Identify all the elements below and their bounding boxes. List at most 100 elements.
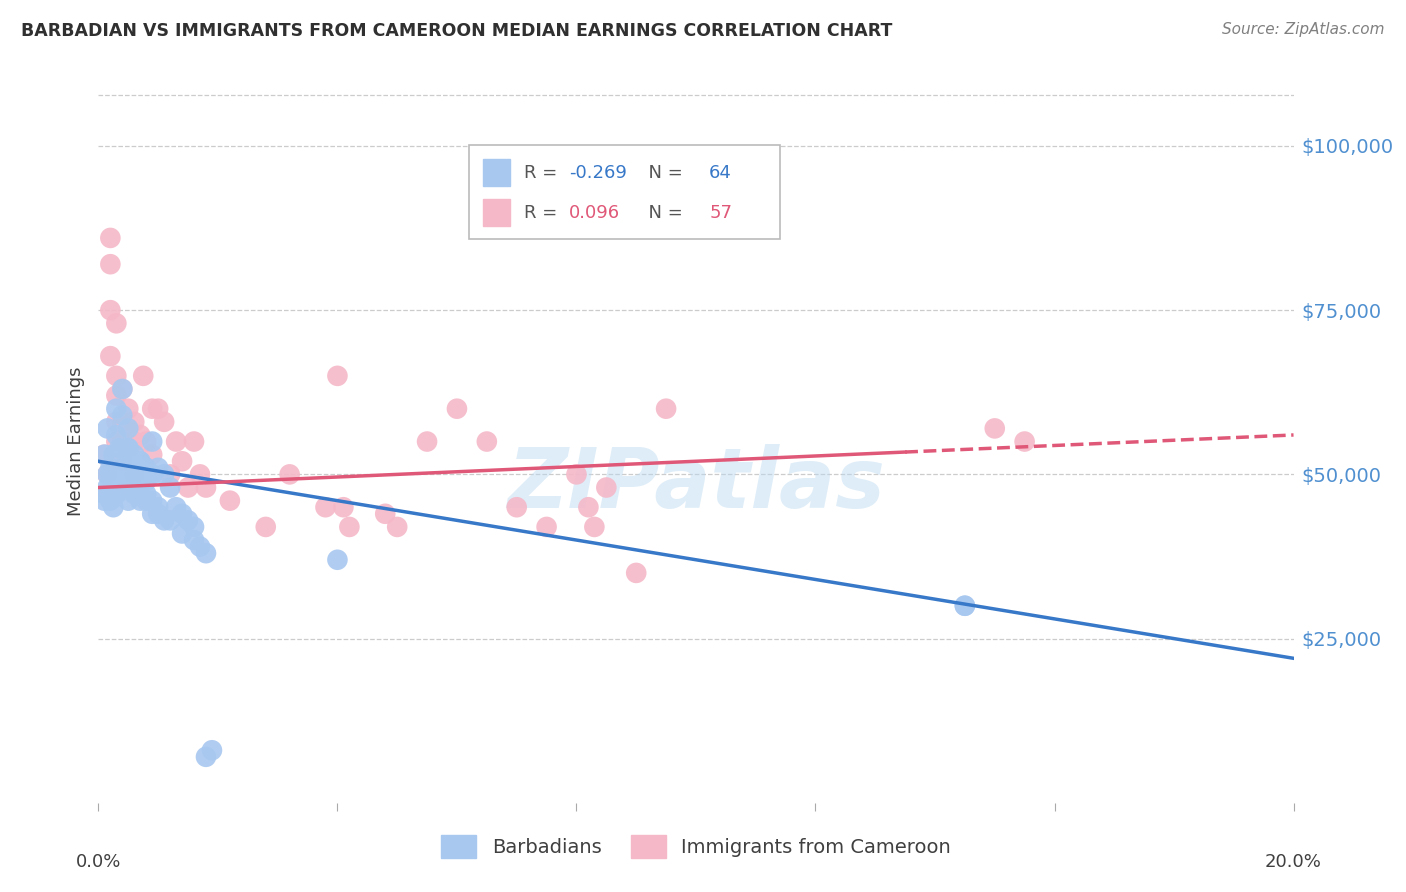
Point [117, 454, 139, 468]
Text: N =: N = [637, 203, 689, 221]
Point [135, 474, 157, 488]
Point [595, 481, 617, 495]
Text: 64: 64 [709, 164, 733, 182]
Point [219, 493, 242, 508]
Point [655, 401, 678, 416]
Point [326, 368, 349, 383]
Point [188, 540, 211, 554]
Point [124, 434, 146, 449]
Point [105, 401, 128, 416]
Point [98, 467, 122, 482]
Point [124, 460, 146, 475]
Point [536, 520, 558, 534]
Point [96, 467, 118, 482]
Point [953, 599, 976, 613]
Point [446, 401, 468, 416]
Point [105, 428, 128, 442]
Point [117, 421, 139, 435]
Point [93, 448, 115, 462]
Point [114, 481, 136, 495]
Point [578, 500, 600, 515]
Point [172, 526, 194, 541]
Point [117, 441, 139, 455]
Point [183, 533, 205, 547]
Point [117, 441, 139, 455]
Point [108, 441, 131, 455]
Text: ZIPatlas: ZIPatlas [508, 444, 884, 525]
Point [326, 553, 349, 567]
Point [254, 520, 277, 534]
Point [148, 401, 170, 416]
Point [172, 507, 194, 521]
Point [105, 316, 128, 330]
Point [117, 481, 139, 495]
Point [195, 481, 218, 495]
Point [165, 500, 187, 515]
Point [105, 415, 128, 429]
Point [103, 448, 125, 462]
Point [177, 481, 200, 495]
Point [315, 500, 337, 515]
Point [583, 520, 606, 534]
Point [111, 434, 134, 449]
Legend: Barbadians, Immigrants from Cameroon: Barbadians, Immigrants from Cameroon [433, 827, 959, 865]
Point [132, 368, 155, 383]
Point [141, 434, 163, 449]
Bar [484, 159, 509, 186]
Point [117, 441, 139, 455]
Point [165, 434, 187, 449]
Y-axis label: Median Earnings: Median Earnings [66, 367, 84, 516]
Point [135, 460, 157, 475]
Point [141, 507, 163, 521]
Point [416, 434, 439, 449]
Point [159, 481, 181, 495]
Point [98, 257, 122, 271]
Point [332, 500, 354, 515]
Point [114, 467, 136, 482]
Point [201, 743, 224, 757]
Point [1014, 434, 1036, 449]
Point [148, 500, 170, 515]
Point [98, 231, 122, 245]
Point [506, 500, 529, 515]
Point [129, 454, 152, 468]
Point [135, 487, 157, 501]
Point [111, 460, 134, 475]
Point [135, 493, 157, 508]
Point [129, 493, 152, 508]
Point [183, 520, 205, 534]
Text: 20.0%: 20.0% [1265, 854, 1322, 871]
Text: -0.269: -0.269 [569, 164, 627, 182]
Text: 0.0%: 0.0% [76, 854, 121, 871]
Point [135, 434, 157, 449]
Point [103, 467, 125, 482]
Text: R =: R = [524, 164, 562, 182]
Point [141, 401, 163, 416]
Point [339, 520, 361, 534]
Text: N =: N = [637, 164, 689, 182]
Point [111, 382, 134, 396]
Point [105, 487, 128, 501]
Point [159, 513, 181, 527]
Point [278, 467, 301, 482]
Point [111, 382, 134, 396]
Point [153, 467, 176, 482]
Point [148, 460, 170, 475]
Point [124, 487, 146, 501]
Point [626, 566, 648, 580]
Point [117, 493, 139, 508]
Point [124, 448, 146, 462]
Point [188, 467, 211, 482]
Point [374, 507, 396, 521]
Point [153, 415, 176, 429]
Point [96, 481, 118, 495]
Text: BARBADIAN VS IMMIGRANTS FROM CAMEROON MEDIAN EARNINGS CORRELATION CHART: BARBADIAN VS IMMIGRANTS FROM CAMEROON ME… [21, 22, 893, 40]
Point [129, 454, 152, 468]
Point [172, 454, 194, 468]
Point [111, 454, 134, 468]
Point [141, 493, 163, 508]
Point [153, 513, 176, 527]
Point [98, 460, 122, 475]
Point [93, 493, 115, 508]
Point [195, 749, 218, 764]
